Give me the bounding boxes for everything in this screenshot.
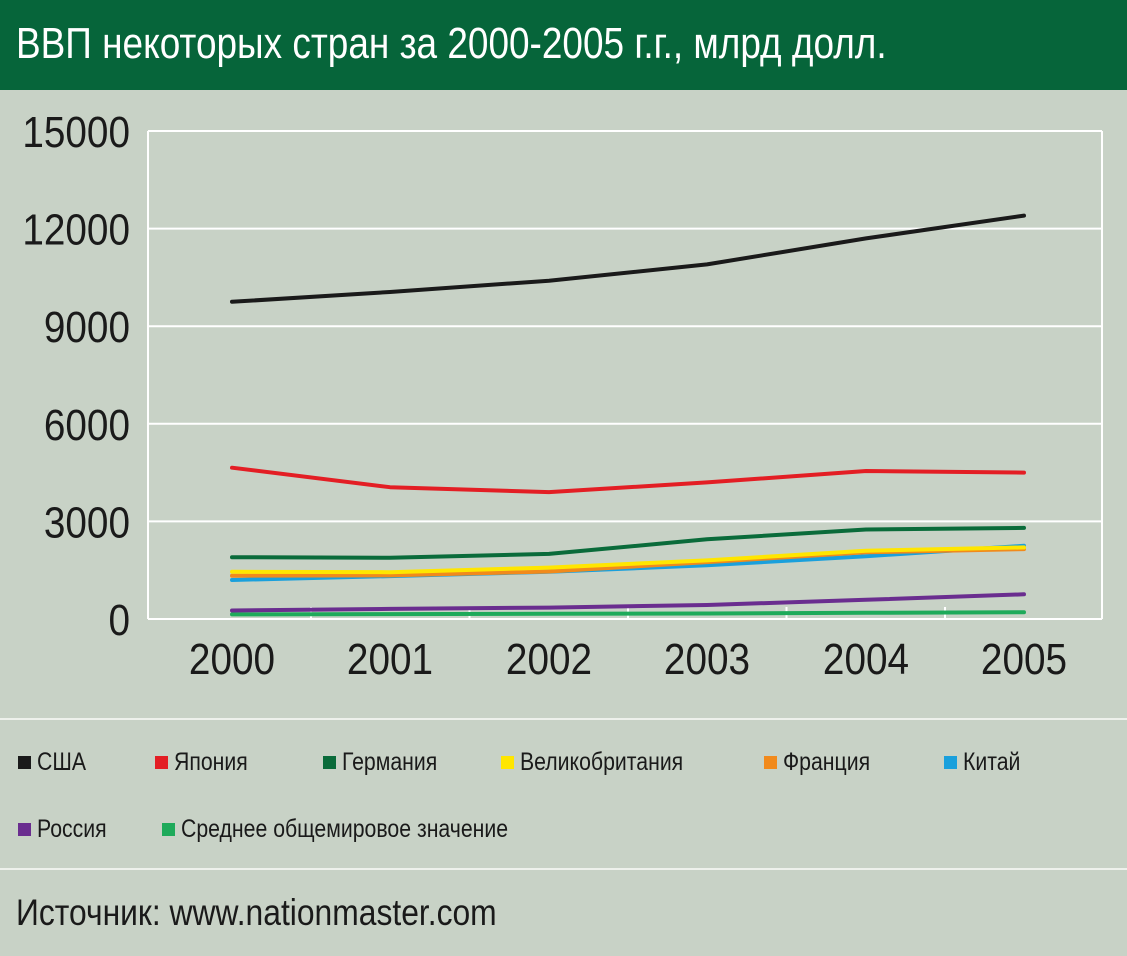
legend-item: Япония bbox=[155, 747, 261, 777]
legend-label: Франция bbox=[783, 747, 871, 776]
legend-swatch bbox=[155, 755, 168, 769]
legend-swatch bbox=[18, 755, 31, 769]
series-line bbox=[230, 213, 1026, 304]
legend-label: Германия bbox=[342, 747, 438, 776]
series-line bbox=[230, 525, 1026, 560]
series-line bbox=[230, 465, 1026, 495]
chart-title: ВВП некоторых стран за 2000-2005 г.г., м… bbox=[16, 19, 887, 68]
line-chart: 0 3000 6000 9000 12000 15000 2000 2001 2002 2003… bbox=[22, 107, 1103, 684]
legend-label: Среднее общемировое значение bbox=[181, 814, 509, 843]
legend-item: Германия bbox=[323, 747, 454, 777]
y-tick-label: 0 bbox=[108, 595, 130, 645]
y-tick-label: 12000 bbox=[22, 204, 130, 254]
legend-item: США bbox=[18, 747, 95, 777]
x-tick-label: 2001 bbox=[347, 634, 433, 684]
legend-bottom-divider bbox=[0, 868, 1127, 870]
x-tick-label: 2005 bbox=[981, 634, 1067, 684]
series-line bbox=[230, 592, 1026, 613]
legend-swatch bbox=[162, 822, 175, 836]
legend-top-divider bbox=[0, 718, 1127, 720]
legend-item: Китай bbox=[944, 747, 1031, 777]
chart-series bbox=[230, 213, 1026, 617]
y-tick-label: 15000 bbox=[22, 107, 130, 157]
x-axis-ticks: 2000 2001 2002 2003 2004 2005 bbox=[189, 634, 1067, 684]
source-note: Источник: www.nationmaster.com bbox=[16, 892, 497, 933]
legend-swatch bbox=[501, 755, 514, 769]
x-tick-label: 2000 bbox=[189, 634, 275, 684]
y-tick-label: 3000 bbox=[44, 497, 130, 547]
series-line bbox=[230, 610, 1026, 617]
legend-item: Среднее общемировое значение bbox=[162, 814, 566, 844]
legend-label: Великобритания bbox=[520, 747, 684, 776]
legend-swatch bbox=[323, 755, 336, 769]
legend-item: Великобритания bbox=[501, 747, 712, 777]
x-tick-label: 2004 bbox=[823, 634, 909, 684]
chart-header: ВВП некоторых стран за 2000-2005 г.г., м… bbox=[0, 0, 1127, 90]
x-tick-label: 2002 bbox=[506, 634, 592, 684]
legend-label: Россия bbox=[37, 814, 107, 843]
series-line bbox=[230, 545, 1026, 575]
legend-swatch bbox=[764, 755, 777, 769]
legend-swatch bbox=[18, 822, 31, 836]
legend-item: Франция bbox=[764, 747, 885, 777]
x-tick-label: 2003 bbox=[664, 634, 750, 684]
y-axis-ticks: 0 3000 6000 9000 12000 15000 bbox=[22, 107, 130, 645]
legend-label: США bbox=[37, 747, 87, 776]
legend-label: Япония bbox=[174, 747, 248, 776]
legend-swatch bbox=[944, 755, 957, 769]
y-tick-label: 6000 bbox=[44, 399, 130, 449]
legend-label: Китай bbox=[963, 747, 1021, 776]
legend-item: Россия bbox=[18, 814, 119, 844]
y-tick-label: 9000 bbox=[44, 302, 130, 352]
